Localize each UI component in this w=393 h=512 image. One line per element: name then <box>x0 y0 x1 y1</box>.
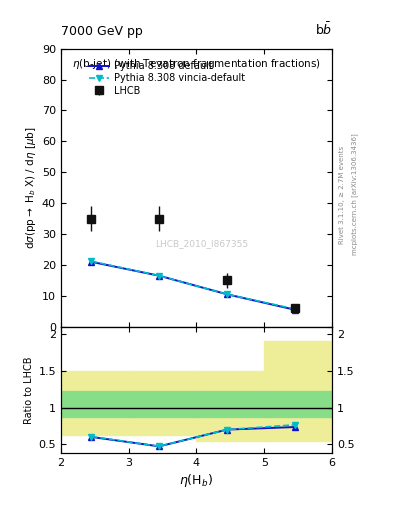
Text: LHCB_2010_I867355: LHCB_2010_I867355 <box>155 239 248 248</box>
Pythia 8.308 vincia-default <box>89 258 94 264</box>
Line: Pythia 8.308 default: Pythia 8.308 default <box>88 259 298 313</box>
Pythia 8.308 default <box>157 273 162 279</box>
Y-axis label: Ratio to LHCB: Ratio to LHCB <box>24 356 34 423</box>
Pythia 8.308 default <box>292 307 297 313</box>
Text: 7000 GeV pp: 7000 GeV pp <box>61 25 143 37</box>
X-axis label: $\eta$(H$_b$): $\eta$(H$_b$) <box>180 472 213 489</box>
Pythia 8.308 vincia-default <box>292 306 297 312</box>
Line: Pythia 8.308 vincia-default: Pythia 8.308 vincia-default <box>88 258 298 312</box>
Text: $\eta$(b-jet) (with Tevatron fragmentation fractions): $\eta$(b-jet) (with Tevatron fragmentati… <box>72 57 321 71</box>
Pythia 8.308 default <box>225 291 230 297</box>
Pythia 8.308 vincia-default <box>225 291 230 297</box>
Pythia 8.308 default <box>89 259 94 265</box>
Text: b$\bar{b}$: b$\bar{b}$ <box>315 21 332 37</box>
Text: Rivet 3.1.10, ≥ 2.7M events: Rivet 3.1.10, ≥ 2.7M events <box>339 145 345 244</box>
Y-axis label: d$\sigma$(pp$\rightarrow$ H$_b$ X) / d$\eta$ [$\mu$b]: d$\sigma$(pp$\rightarrow$ H$_b$ X) / d$\… <box>24 126 38 249</box>
Pythia 8.308 vincia-default <box>157 273 162 279</box>
Legend: Pythia 8.308 default, Pythia 8.308 vincia-default, LHCB: Pythia 8.308 default, Pythia 8.308 vinci… <box>88 59 247 98</box>
Text: mcplots.cern.ch [arXiv:1306.3436]: mcplots.cern.ch [arXiv:1306.3436] <box>352 134 358 255</box>
